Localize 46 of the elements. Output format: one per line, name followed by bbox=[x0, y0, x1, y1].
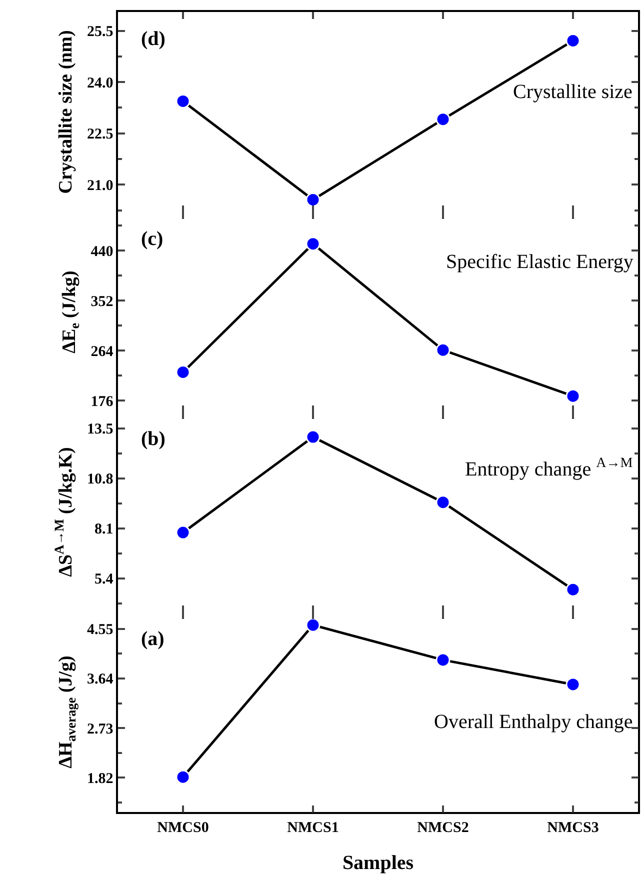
x-axis-title: Samples bbox=[342, 852, 414, 874]
y-tick-label: 4.55 bbox=[87, 622, 114, 638]
y-tick-label: 5.4 bbox=[94, 572, 114, 588]
point bbox=[436, 342, 450, 358]
x-tick-label: NMCS3 bbox=[547, 820, 599, 836]
y-tick-label: 440 bbox=[90, 244, 114, 260]
annotation: Crystallite size bbox=[513, 81, 633, 103]
y-tick-label: 264 bbox=[90, 344, 114, 360]
annotation: (b) bbox=[141, 428, 166, 450]
annotation: (d) bbox=[141, 28, 166, 50]
point bbox=[566, 677, 580, 692]
y-tick-label: 21.0 bbox=[87, 178, 114, 194]
x-tick-label: NMCS1 bbox=[287, 820, 339, 836]
x-tick-label: NMCS2 bbox=[417, 820, 469, 836]
y-tick-label: 3.64 bbox=[87, 672, 114, 688]
y-tick-label: 10.8 bbox=[87, 472, 114, 488]
y-tick-label: 22.5 bbox=[87, 126, 114, 143]
point bbox=[436, 652, 450, 668]
y-tick-label: 13.5 bbox=[87, 422, 114, 438]
point bbox=[306, 236, 320, 252]
annotation: (a) bbox=[141, 628, 164, 650]
point bbox=[436, 495, 450, 510]
annotation: (c) bbox=[141, 228, 164, 250]
y-tick-label: 24.0 bbox=[87, 75, 114, 92]
y-tick-label: 352 bbox=[90, 294, 114, 310]
y-tick-label: 2.73 bbox=[87, 721, 114, 738]
y-tick-label: 176 bbox=[90, 394, 114, 410]
point bbox=[566, 388, 580, 404]
x-tick-label: NMCS0 bbox=[157, 820, 209, 836]
point bbox=[176, 770, 190, 784]
y-tick-label: 1.82 bbox=[87, 770, 114, 787]
point bbox=[176, 525, 190, 540]
y-axis-title: Crystallite size (nm) bbox=[55, 30, 76, 194]
point bbox=[176, 364, 190, 380]
y-tick-label: 8.1 bbox=[94, 522, 114, 538]
point bbox=[436, 112, 450, 127]
annotation: Overall Enthalpy change bbox=[434, 711, 633, 733]
point bbox=[306, 192, 320, 207]
point bbox=[176, 94, 190, 108]
point bbox=[566, 33, 580, 48]
annotation: Entropy change $^{A→M}$ bbox=[465, 456, 634, 480]
point bbox=[566, 582, 580, 597]
annotation: Specific Elastic Energy bbox=[446, 251, 634, 273]
point bbox=[306, 430, 320, 444]
point bbox=[306, 618, 320, 632]
y-tick-label: 25.5 bbox=[87, 24, 114, 40]
